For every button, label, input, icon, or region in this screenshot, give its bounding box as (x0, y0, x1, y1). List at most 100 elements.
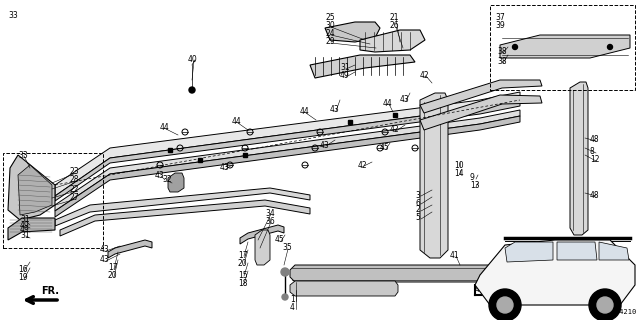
Text: 49: 49 (340, 71, 349, 81)
Text: 17: 17 (108, 263, 118, 273)
Polygon shape (240, 225, 284, 244)
Text: 17: 17 (238, 251, 248, 260)
Circle shape (281, 268, 289, 276)
Text: 43: 43 (320, 140, 330, 149)
Text: 49: 49 (20, 220, 29, 229)
Text: 48: 48 (590, 190, 600, 199)
Text: 33: 33 (8, 12, 18, 20)
Bar (3, 153, 103, 248)
Text: 40: 40 (188, 55, 198, 65)
Circle shape (597, 297, 613, 313)
Polygon shape (55, 100, 520, 201)
Polygon shape (60, 200, 310, 236)
Text: 6: 6 (415, 198, 420, 207)
Text: 16: 16 (18, 266, 28, 275)
Text: 46: 46 (475, 285, 484, 294)
Text: 39: 39 (495, 21, 505, 30)
Text: 43: 43 (100, 255, 109, 265)
Text: 5: 5 (415, 213, 420, 222)
Text: 42: 42 (390, 125, 399, 134)
Text: FR.: FR. (41, 286, 59, 296)
Polygon shape (18, 165, 52, 215)
Polygon shape (420, 80, 542, 113)
Polygon shape (168, 173, 184, 192)
Text: 7: 7 (510, 283, 515, 292)
Text: 45: 45 (380, 143, 390, 153)
Polygon shape (420, 93, 448, 258)
Polygon shape (360, 30, 425, 52)
Circle shape (589, 289, 621, 320)
Polygon shape (8, 155, 55, 220)
Text: 3: 3 (415, 190, 420, 199)
Polygon shape (8, 218, 55, 240)
Text: 4: 4 (290, 303, 295, 313)
Text: 21: 21 (390, 13, 399, 22)
Polygon shape (55, 110, 520, 211)
Text: 30: 30 (325, 21, 335, 30)
Text: 48: 48 (590, 135, 600, 145)
Circle shape (189, 87, 195, 93)
Polygon shape (420, 95, 542, 130)
Text: 41: 41 (450, 251, 460, 260)
Polygon shape (290, 265, 550, 282)
Text: 36: 36 (265, 217, 275, 226)
Text: 42: 42 (420, 70, 429, 79)
Text: 31: 31 (20, 230, 29, 239)
Circle shape (607, 44, 612, 50)
Text: 34: 34 (265, 209, 275, 218)
Text: 1: 1 (290, 295, 295, 305)
Polygon shape (55, 92, 520, 196)
Polygon shape (475, 240, 635, 305)
Text: 31: 31 (20, 215, 29, 225)
Polygon shape (325, 22, 380, 42)
Bar (490, 5, 635, 90)
Text: 8: 8 (590, 148, 595, 156)
Polygon shape (557, 242, 597, 260)
Polygon shape (599, 242, 629, 260)
Text: 13: 13 (470, 181, 479, 190)
Polygon shape (570, 82, 588, 235)
Text: 27: 27 (70, 194, 79, 203)
Bar (198, 158, 202, 162)
Text: 14: 14 (454, 169, 463, 178)
Bar (243, 153, 247, 157)
Text: 25: 25 (325, 13, 335, 22)
Polygon shape (55, 188, 310, 226)
Text: 45: 45 (275, 236, 285, 244)
Text: 2: 2 (415, 205, 420, 214)
Polygon shape (310, 55, 415, 78)
Text: 22: 22 (70, 186, 79, 195)
Circle shape (497, 297, 513, 313)
Bar (393, 113, 397, 117)
Text: 43: 43 (330, 106, 340, 115)
Polygon shape (290, 281, 398, 296)
Text: 20: 20 (238, 259, 248, 268)
Text: 42: 42 (358, 161, 367, 170)
Text: 44: 44 (300, 108, 310, 116)
Text: 18: 18 (238, 278, 248, 287)
Text: 43: 43 (220, 164, 230, 172)
Text: 26: 26 (390, 21, 399, 30)
Text: 33: 33 (18, 150, 28, 159)
Text: 43: 43 (155, 171, 164, 180)
Polygon shape (55, 116, 520, 217)
Text: 11: 11 (510, 291, 520, 300)
Text: 38: 38 (497, 47, 507, 57)
Text: TGS4B4210: TGS4B4210 (599, 309, 637, 315)
Text: 47: 47 (510, 274, 520, 283)
Text: 9: 9 (470, 173, 475, 182)
Circle shape (513, 44, 518, 50)
Polygon shape (255, 230, 270, 265)
Text: 38: 38 (497, 58, 507, 67)
Polygon shape (500, 35, 630, 58)
Bar (168, 148, 172, 152)
Text: 44: 44 (160, 124, 170, 132)
Text: 31: 31 (340, 63, 349, 73)
Circle shape (489, 289, 521, 320)
Text: 12: 12 (590, 156, 600, 164)
Polygon shape (108, 240, 152, 258)
Text: 44: 44 (383, 99, 393, 108)
Text: 35: 35 (282, 244, 292, 252)
Text: 23: 23 (70, 167, 79, 177)
Text: 10: 10 (454, 161, 463, 170)
